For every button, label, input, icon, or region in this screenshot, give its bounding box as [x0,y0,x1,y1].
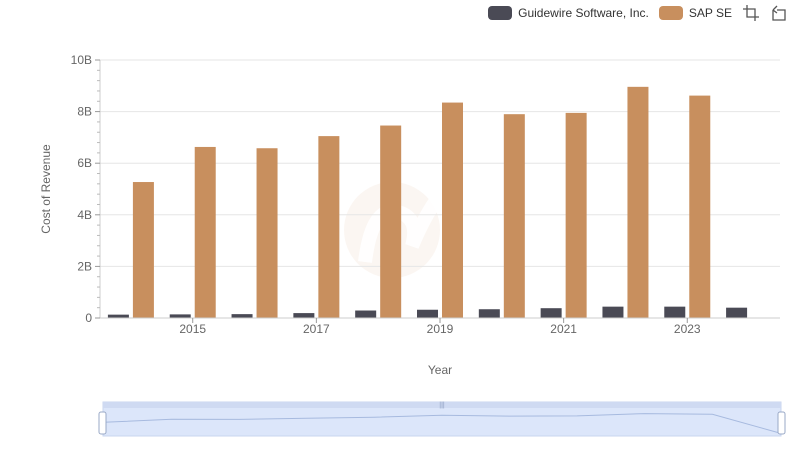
y-tick-labels: 0 2B 4B 6B 8B 10B [71,53,100,325]
bar-guidewire-2015[interactable] [169,314,191,318]
x-axis-title: Year [428,363,452,377]
bar-sap-2019[interactable] [442,102,463,318]
y-tick-label: 4B [77,208,92,222]
bar-guidewire-2016[interactable] [231,314,253,318]
bar-sap-2014[interactable] [132,182,154,318]
watermark-mark [358,193,444,263]
y-tick-label: 6B [77,156,92,170]
x-tick-label: 2015 [179,322,206,336]
legend-label-guidewire: Guidewire Software, Inc. [518,6,649,20]
x-tick-label: 2019 [427,322,454,336]
bar-guidewire-2014[interactable] [107,314,129,318]
slider-preview-line [103,413,781,434]
y-tick-label: 10B [71,53,92,67]
legend: Guidewire Software, Inc. SAP SE [488,4,788,22]
bar-sap-2023[interactable] [689,95,711,318]
bar-sap-2020[interactable] [503,114,525,319]
x-tick-label: 2023 [674,322,701,336]
bar-sap-2015[interactable] [194,146,216,318]
slider-right-handle[interactable] [777,411,786,435]
legend-label-sap: SAP SE [688,6,732,20]
slider-grip-icon[interactable]: ||| [439,402,445,409]
zoom-reset-icon[interactable] [770,4,788,22]
zoom-select-icon[interactable] [742,4,760,22]
y-tick-label: 2B [77,259,92,273]
range-slider[interactable]: ||| [98,401,786,437]
bar-guidewire-2022[interactable] [602,306,624,318]
legend-swatch-sap [658,6,683,20]
y-tick-label: 8B [77,105,92,119]
bar-guidewire-2017[interactable] [293,313,315,318]
bar-guidewire-2024[interactable] [726,307,748,318]
x-tick-label: 2021 [550,322,577,336]
bar-sap-2017[interactable] [318,136,340,318]
bars [107,86,748,319]
bar-sap-2016[interactable] [256,148,278,318]
bar-sap-2018[interactable] [380,125,402,318]
x-tick-labels: 2015 2017 2019 2021 2023 [179,318,701,336]
bar-guidewire-2020[interactable] [478,309,500,318]
slider-top-bar[interactable] [103,402,781,408]
x-tick-label: 2017 [303,322,330,336]
y-tick-label: 0 [85,311,92,325]
slider-left-handle[interactable] [98,411,107,435]
bar-sap-2021[interactable] [565,112,587,318]
legend-item-guidewire[interactable]: Guidewire Software, Inc. [488,6,649,20]
bar-guidewire-2021[interactable] [540,308,562,318]
legend-item-sap[interactable]: SAP SE [658,6,732,20]
bar-guidewire-2019[interactable] [417,309,438,318]
bar-guidewire-2023[interactable] [664,306,686,318]
bar-guidewire-2018[interactable] [355,310,377,318]
y-axis-title: Cost of Revenue [39,144,53,234]
bar-sap-2022[interactable] [627,86,649,318]
legend-swatch-guidewire [488,6,513,20]
